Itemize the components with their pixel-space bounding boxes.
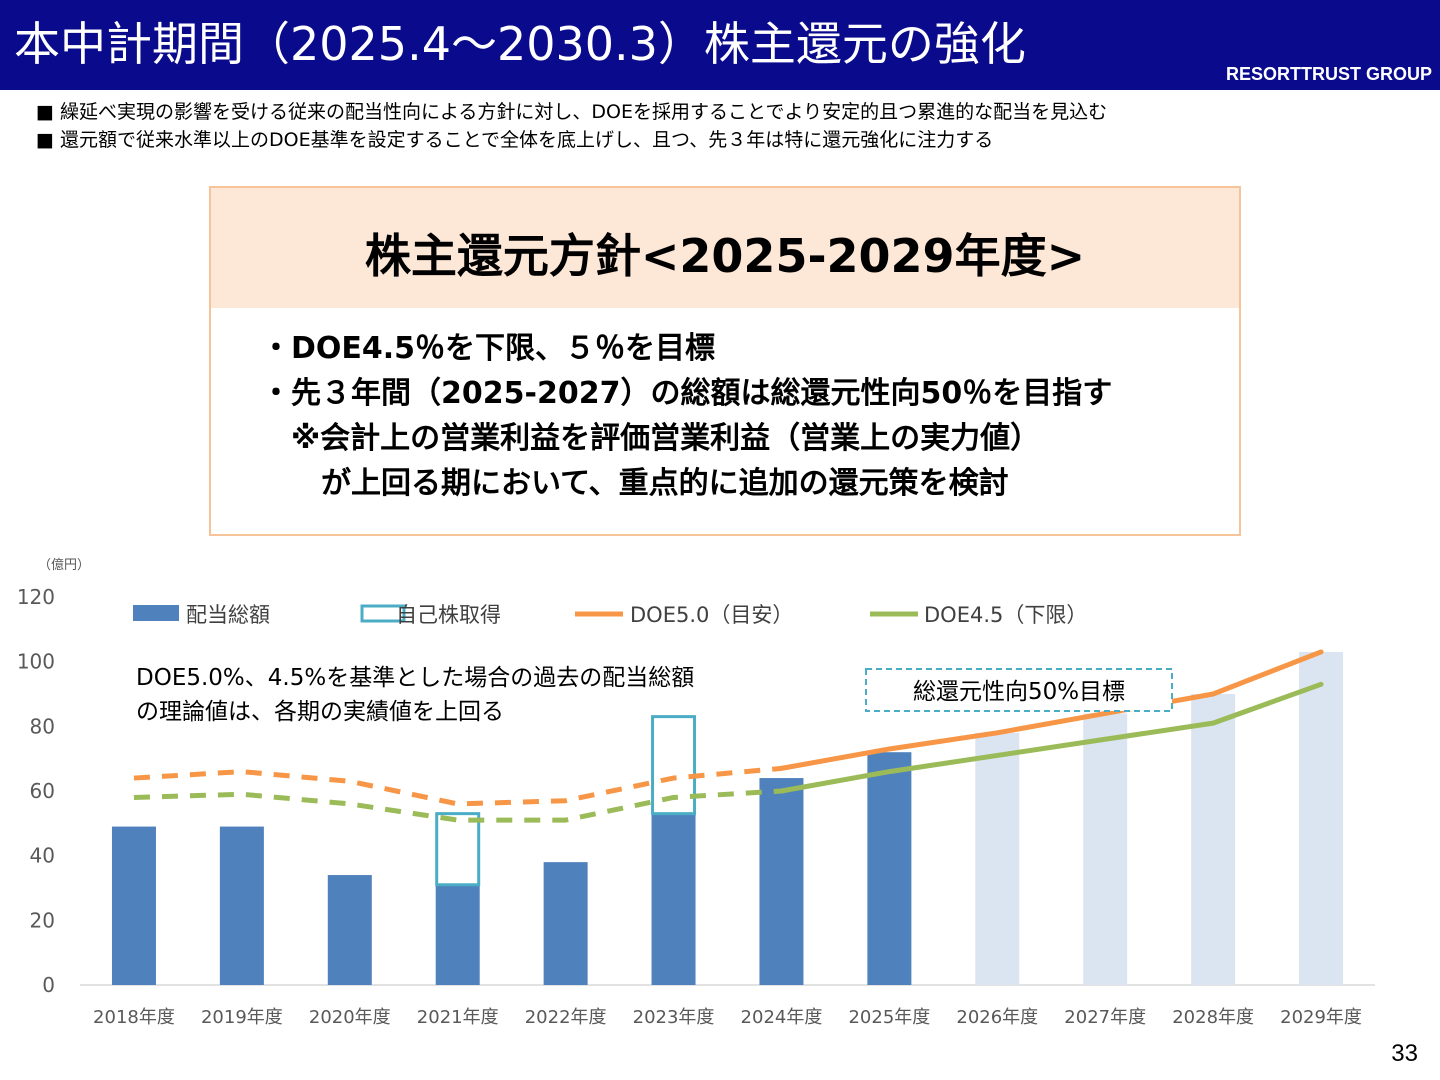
page-title: 本中計期間（2025.4～2030.3）株主還元の強化	[14, 17, 1026, 71]
future-return-bar	[1191, 694, 1236, 985]
policy-box: 株主還元方針<2025-2029年度> ・DOE4.5％を下限、５％を目標 ・先…	[209, 186, 1241, 536]
x-tick-label: 2029年度	[1280, 1007, 1362, 1028]
y-tick-label: 60	[30, 779, 55, 803]
dividend-bar	[327, 875, 372, 985]
policy-line: ・先３年間（2025‐2027）の総額は総還元性向50％を目指す	[261, 376, 1113, 411]
dividend-bar	[867, 752, 912, 985]
y-tick-label: 20	[30, 908, 55, 932]
x-tick-label: 2021年度	[417, 1007, 499, 1028]
x-tick-label: 2019年度	[201, 1007, 283, 1028]
legend-label-doe50: DOE5.0（目安）	[630, 603, 793, 627]
future-return-bar	[1299, 651, 1344, 985]
shareholder-return-chart: （億円） 0 20 40 60 80 100 120 2018年度 2019年度 2020年度 202…	[17, 557, 1375, 1028]
y-tick-label: 40	[30, 844, 55, 868]
buyback-bar	[435, 812, 481, 887]
summary-bullets: ■ 繰延べ実現の影響を受ける従来の配当性向による方針に対し、DOEを採用すること…	[36, 98, 1107, 154]
summary-bullet: ■ 還元額で従来水準以上のDOE基準を設定することで全体を底上げし、且つ、先３年…	[36, 129, 994, 151]
doe50-line-dashed	[133, 765, 782, 807]
legend-label-doe45: DOE4.5（下限）	[924, 603, 1087, 627]
page-header: 本中計期間（2025.4～2030.3）株主還元の強化 RESORTTRUST …	[0, 0, 1440, 90]
x-tick-label: 2025年度	[848, 1007, 930, 1028]
chart-annotation: の理論値は、各期の実績値を上回る	[136, 699, 504, 725]
x-tick-label: 2027年度	[1064, 1007, 1146, 1028]
dividend-bar	[543, 862, 588, 985]
target-box	[865, 668, 1173, 712]
x-tick-label: 2018年度	[93, 1007, 175, 1028]
policy-line: ・DOE4.5％を下限、５％を目標	[261, 331, 716, 366]
dividend-bar	[759, 778, 804, 985]
group-logo-text: RESORTTRUST GROUP	[1225, 64, 1432, 84]
x-tick-label: 2024年度	[741, 1007, 823, 1028]
dividend-bar	[435, 884, 480, 985]
x-tick-label: 2022年度	[525, 1007, 607, 1028]
dividend-bar	[219, 826, 264, 985]
y-tick-label: 120	[17, 585, 55, 609]
legend-swatch-buyback	[360, 604, 406, 623]
summary-bullet: ■ 繰延べ実現の影響を受ける従来の配当性向による方針に対し、DOEを採用すること…	[36, 101, 1108, 123]
target-box-label: 総還元性向50%目標	[913, 679, 1125, 705]
buyback-bar	[651, 715, 697, 816]
doe45-line-dashed	[133, 788, 782, 823]
future-return-bar	[1083, 713, 1128, 985]
y-unit-label: （億円）	[38, 557, 90, 573]
legend-label-buyback: 自己株取得	[396, 603, 501, 627]
policy-lines: ・DOE4.5％を下限、５％を目標 ・先３年間（2025‐2027）の総額は総還…	[261, 326, 1112, 506]
y-tick-label: 80	[30, 714, 55, 738]
legend-swatch-dividend	[133, 605, 179, 621]
future-return-bar	[975, 732, 1020, 985]
doe45-line-solid	[778, 681, 1324, 794]
policy-line: ※会計上の営業利益を評価営業利益（営業上の実力値）	[261, 421, 1041, 456]
y-tick-label: 100	[17, 650, 55, 674]
x-tick-label: 2026年度	[956, 1007, 1038, 1028]
x-tick-label: 2028年度	[1172, 1007, 1254, 1028]
chart-annotation: DOE5.0%、4.5%を基準とした場合の過去の配当総額	[136, 665, 694, 691]
dividend-bar	[111, 826, 156, 985]
dividend-bar	[651, 813, 696, 985]
policy-title: 株主還元方針<2025-2029年度>	[364, 229, 1086, 283]
doe50-line-solid	[778, 649, 1324, 771]
y-tick-label: 0	[42, 973, 55, 997]
policy-line: が上回る期において、重点的に追加の還元策を検討	[261, 466, 1009, 501]
x-tick-label: 2023年度	[633, 1007, 715, 1028]
page-number: 33	[1391, 1040, 1418, 1067]
policy-header: 株主還元方針<2025-2029年度>	[211, 188, 1239, 308]
x-tick-label: 2020年度	[309, 1007, 391, 1028]
legend-label-dividend: 配当総額	[186, 603, 270, 627]
